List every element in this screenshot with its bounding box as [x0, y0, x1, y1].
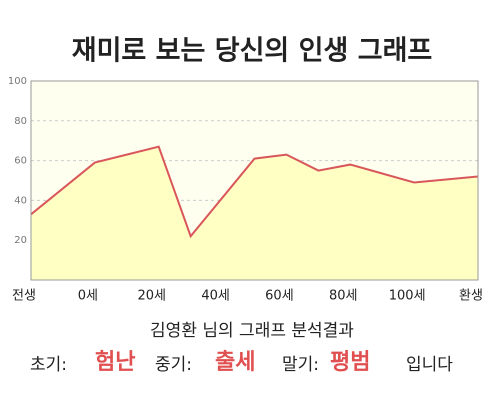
- summary-value: 험난: [95, 349, 135, 375]
- chart-title: 재미로 보는 당신의 인생 그래프: [72, 36, 433, 67]
- y-tick-label: 100: [8, 76, 27, 87]
- x-tick-label: 전생: [12, 289, 36, 304]
- summary-value: 평범: [330, 350, 370, 375]
- plot-layer: [30, 80, 479, 281]
- x-tick-label: 20세: [137, 289, 166, 304]
- x-tick-label: 환생: [459, 289, 483, 304]
- y-tick-label: 60: [14, 156, 27, 167]
- summary-label: 말기:: [282, 355, 319, 375]
- x-tick-label: 40세: [201, 289, 230, 304]
- x-tick-label: 80세: [329, 289, 358, 304]
- summary-suffix: 입니다: [406, 355, 453, 375]
- summary-label: 초기:: [30, 355, 67, 375]
- line: [30, 145, 479, 239]
- y-tick-label: 40: [14, 195, 27, 206]
- summary-label: 중기:: [155, 355, 192, 375]
- x-tick-label: 60세: [265, 289, 294, 304]
- y-tick-label: 80: [14, 116, 27, 127]
- area: [31, 146, 478, 280]
- plot-frame: [30, 80, 479, 281]
- y-tick-label: 20: [14, 235, 27, 246]
- x-tick-label: 0세: [78, 289, 98, 304]
- summary-value: 출세: [215, 350, 255, 375]
- summary-heading: 김영환 님의 그래프 분석결과: [150, 321, 354, 341]
- x-tick-label: 100세: [389, 289, 426, 304]
